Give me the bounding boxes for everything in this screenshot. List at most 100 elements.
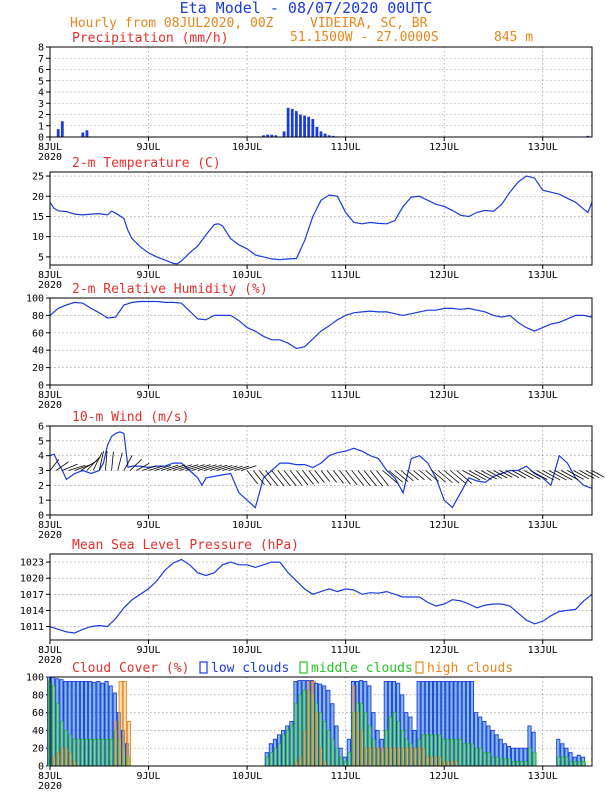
wind-vector <box>142 465 157 471</box>
wind-vector <box>480 470 498 480</box>
wind-ytick-label: 1 <box>38 496 44 507</box>
middle-cloud-bar <box>327 729 332 767</box>
temp-series-line <box>49 175 593 265</box>
precip-ytick-label: 0 <box>38 133 44 144</box>
precip-xtick-label: 10JUL <box>232 142 262 153</box>
clouds-ytick-label: 100 <box>26 673 44 684</box>
wind-vector <box>49 459 60 471</box>
wind-vector <box>68 464 86 471</box>
wind-vector <box>339 470 351 485</box>
wind-vector <box>382 470 398 484</box>
high-cloud-bar <box>126 721 131 767</box>
middle-cloud-bar <box>290 725 295 767</box>
middle-cloud-bar <box>294 703 299 767</box>
wind-vector <box>148 465 164 471</box>
low-clouds-label: low clouds <box>211 661 289 676</box>
wind-vector <box>536 470 554 481</box>
wind-vector <box>105 450 108 471</box>
middle-cloud-bar <box>462 743 467 767</box>
middle-cloud-bar <box>458 738 463 767</box>
wind-xtick-label: 13JUL <box>528 520 558 531</box>
middle-cloud-bar <box>277 743 282 767</box>
middle-cloud-bar <box>495 756 500 767</box>
middle-cloud-bar <box>84 738 90 767</box>
middle-cloud-bar <box>577 761 582 767</box>
wind-vector <box>505 470 520 478</box>
middle-cloud-bar <box>273 747 278 767</box>
temp-panel: 5 10 15 20 25 8JUL 9JUL 10JUL 11JUL 12JUL 13JUL 202… <box>32 156 593 291</box>
precip-bar <box>586 135 590 137</box>
rh-ytick-label: 20 <box>32 363 44 374</box>
wind-vector <box>591 470 605 478</box>
wind-vector <box>548 470 567 481</box>
wind-vector <box>524 470 541 480</box>
precip-bar <box>290 108 294 137</box>
middle-clouds-label: middle clouds <box>311 661 413 676</box>
mslp-xtick-label: 8JUL <box>38 645 62 656</box>
wind-vector <box>326 470 337 483</box>
middle-cloud-bar <box>516 761 521 767</box>
middle-cloud-bar <box>331 738 336 767</box>
middle-cloud-bar <box>93 738 98 767</box>
clouds-xtick-label: 12JUL <box>429 771 459 782</box>
middle-cloud-bar <box>569 761 574 767</box>
precip-xtick-label: 13JUL <box>528 142 558 153</box>
wind-vector <box>111 451 114 471</box>
low-clouds-swatch <box>199 661 208 674</box>
middle-cloud-bar <box>281 734 287 767</box>
rh-ytick-label: 80 <box>32 311 44 322</box>
rh-xtick-label: 8JUL <box>38 390 62 401</box>
mslp-series-line <box>49 558 593 634</box>
wind-vector <box>246 470 259 485</box>
high-clouds-swatch <box>415 661 424 674</box>
wind-vector <box>431 470 446 483</box>
wind-vector <box>92 452 103 471</box>
wind-xtick-label: 8JUL <box>38 520 62 531</box>
mslp-xtick-label: 12JUL <box>429 645 459 656</box>
wind-vector <box>166 464 186 471</box>
precip-xtick-label: 9JUL <box>136 142 160 153</box>
middle-cloud-bar <box>491 756 496 767</box>
wind-xtick-label: 12JUL <box>429 520 459 531</box>
middle-cloud-bar <box>343 761 348 767</box>
wind-vector <box>216 465 233 471</box>
wind-vector <box>567 470 584 480</box>
middle-cloud-bar <box>565 756 570 767</box>
temp-xtick-label: 11JUL <box>331 270 361 281</box>
middle-cloud-bar <box>573 761 578 767</box>
temp-xtick-label: 12JUL <box>429 270 459 281</box>
mslp-ytick-label: 1020 <box>20 574 44 585</box>
precip-bar <box>327 135 331 137</box>
clouds-ytick-label: 80 <box>32 690 44 701</box>
wind-vector <box>499 470 513 478</box>
wind-vector <box>561 470 579 481</box>
precip-xtick-label: 8JUL <box>38 142 62 153</box>
wind-vector <box>55 461 69 471</box>
wind-vector <box>493 470 508 479</box>
middle-cloud-bar <box>52 685 57 767</box>
rh-xtick-label: 9JUL <box>136 390 160 401</box>
temp-xtick-label: 8JUL <box>38 270 62 281</box>
precip-title: Precipitation (mm/h) <box>72 31 229 46</box>
middle-cloud-bar <box>499 758 504 767</box>
wind-vector <box>517 470 534 480</box>
middle-cloud-bar <box>269 752 274 767</box>
wind-vector <box>160 464 179 471</box>
mslp-xtick-label: 9JUL <box>136 645 160 656</box>
wind-vector <box>400 470 414 482</box>
wind-title: 10-m Wind (m/s) <box>72 410 189 425</box>
cloud-legend: low clouds middle clouds high clouds <box>199 661 513 676</box>
rh-ytick-label: 60 <box>32 328 44 339</box>
mslp-ytick-label: 1017 <box>20 590 44 601</box>
precip-bar <box>85 130 89 137</box>
middle-cloud-bar <box>511 761 517 767</box>
location-label: VIDEIRA, SC, BR <box>310 16 428 31</box>
wind-vector <box>314 470 325 483</box>
clouds-ytick-label: 0 <box>38 762 44 773</box>
wind-frame <box>49 425 593 516</box>
wind-vector <box>222 465 238 471</box>
rh-panel: 0 20 40 60 80 100 8JUL 9JUL 10JUL 11JUL 12JUL 13JUL… <box>26 282 593 411</box>
middle-cloud-bar <box>483 752 488 767</box>
middle-cloud-bar <box>101 738 106 767</box>
precip-ytick-label: 3 <box>38 99 44 110</box>
